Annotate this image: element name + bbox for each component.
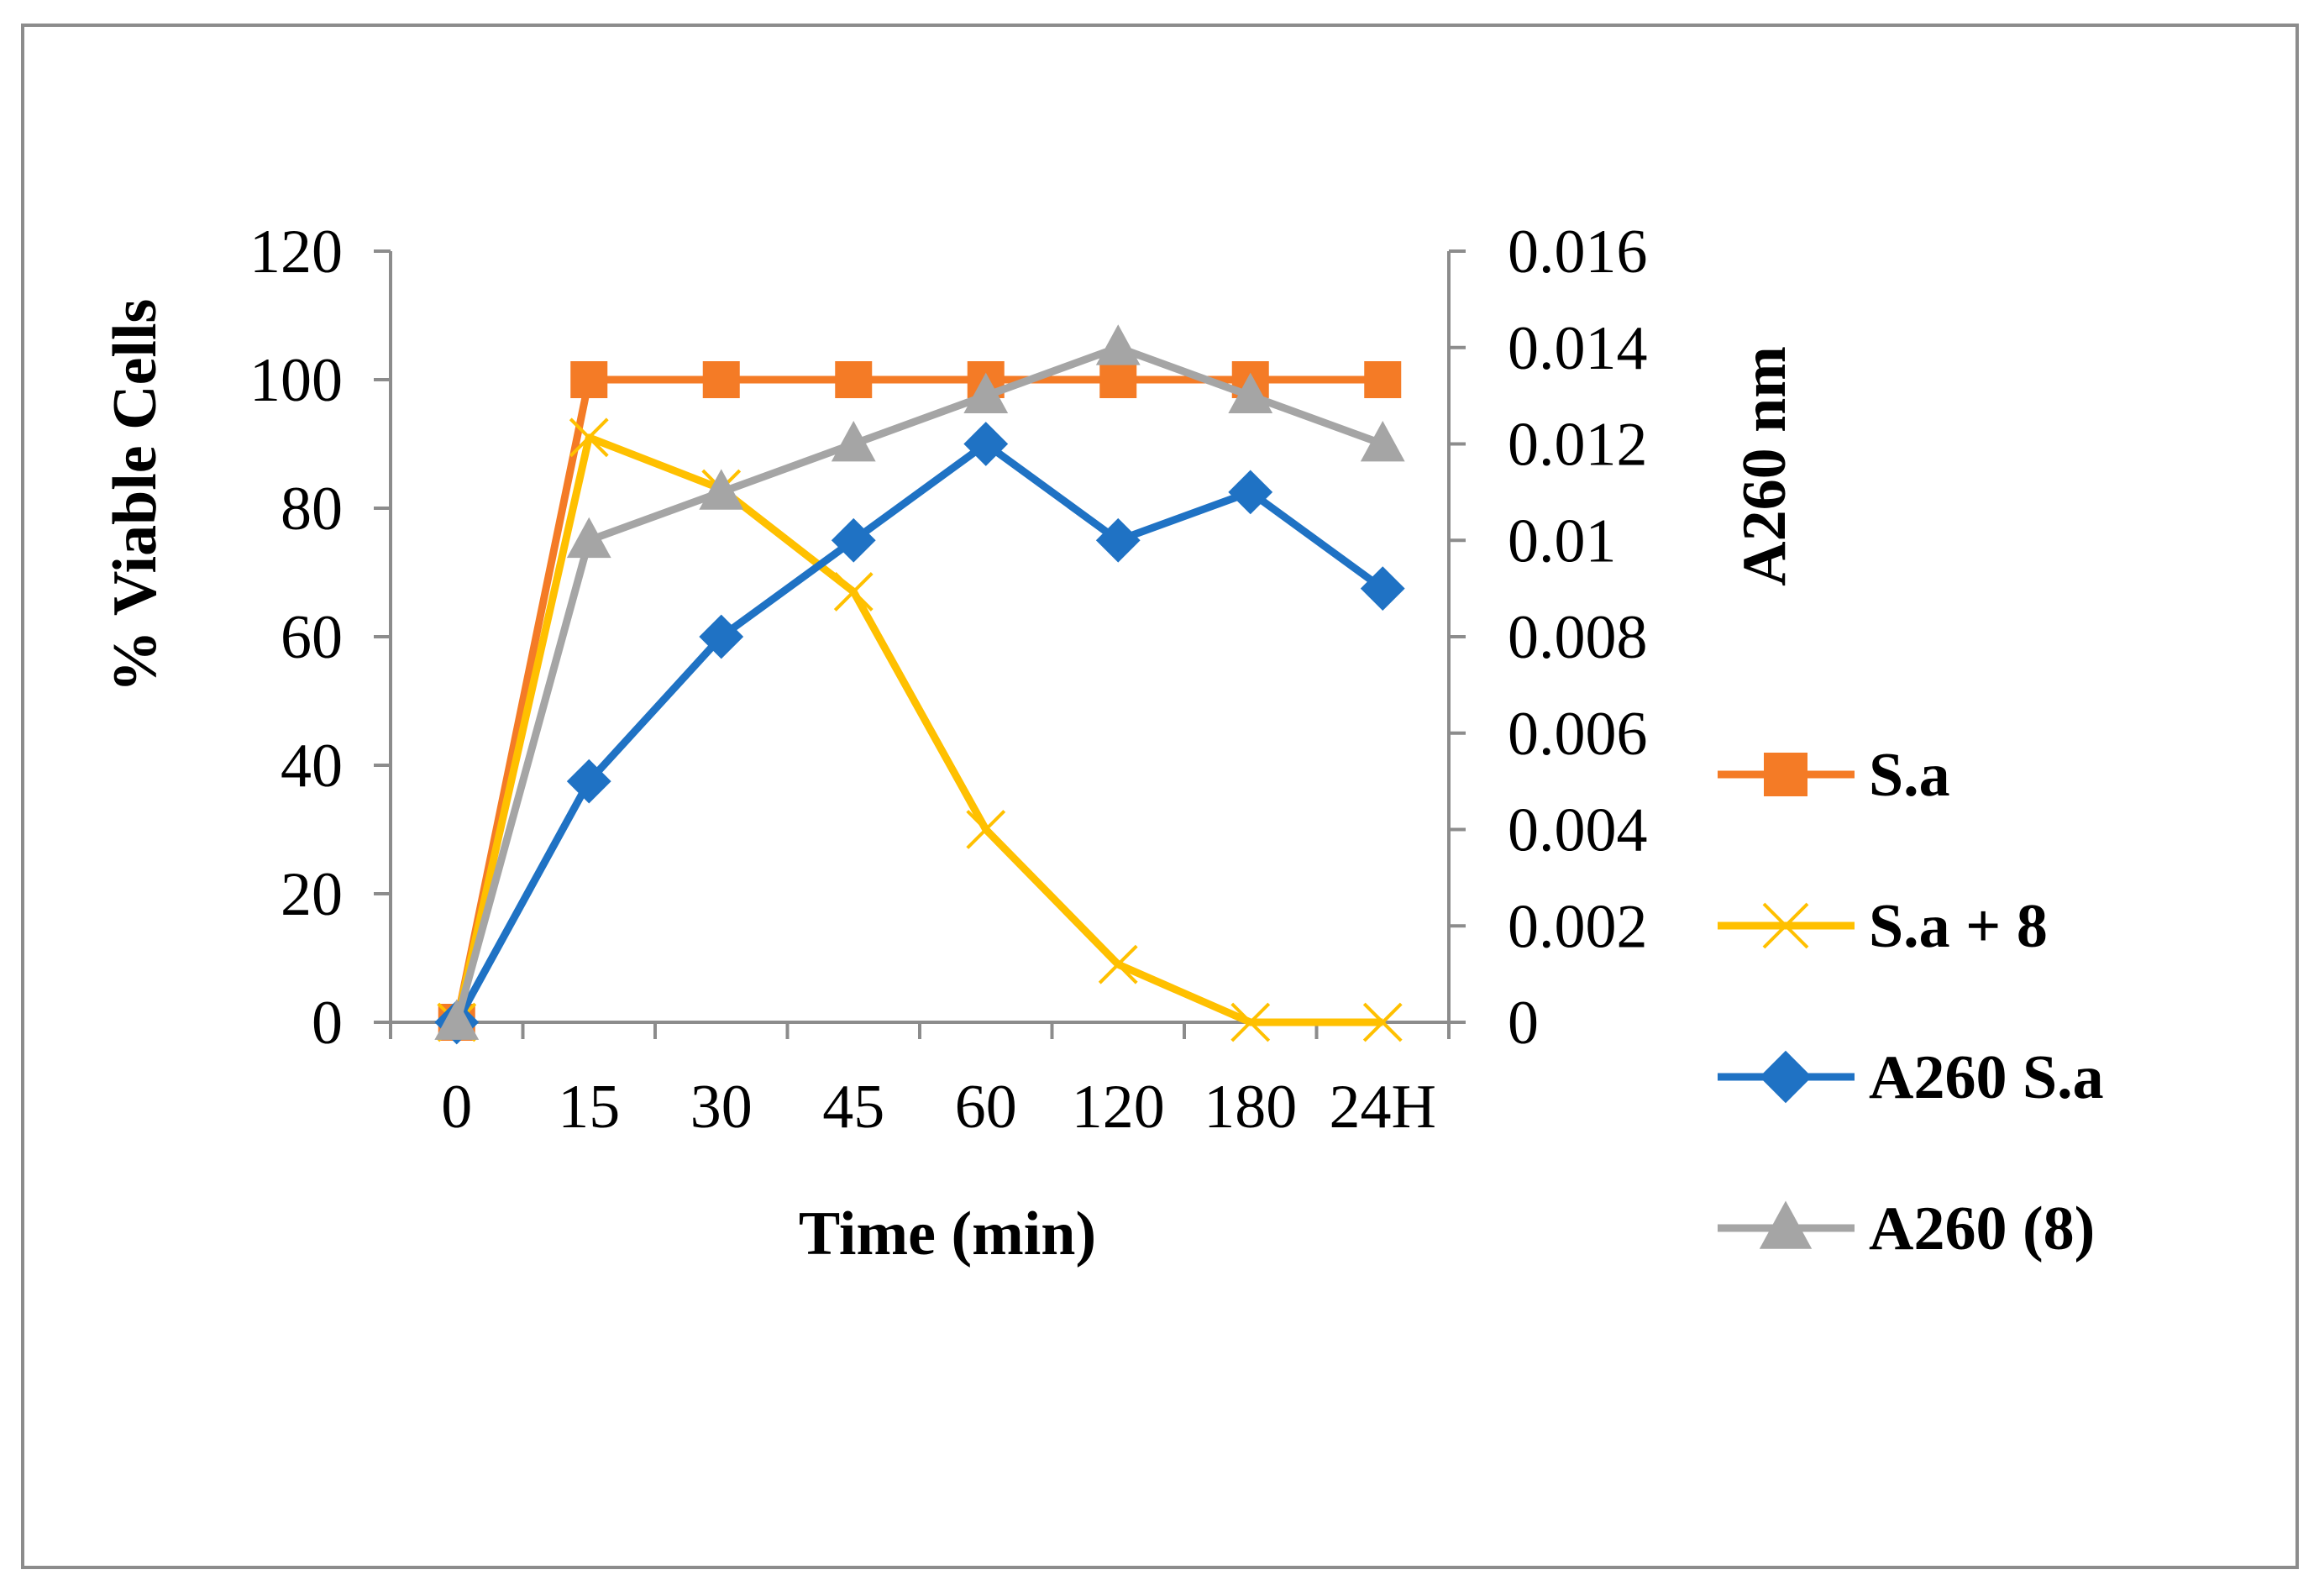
legend-label: A260 S.a: [1869, 1043, 2104, 1112]
legend-marker: [1759, 1200, 1813, 1249]
legend-marker: [1759, 1050, 1813, 1104]
x-tick-label: 0: [441, 1073, 472, 1142]
series-line: [453, 375, 1383, 1023]
x-ticks: 0 15 30 45 60 120 180 24H: [389, 1022, 1451, 1142]
x-tick-label: 180: [1204, 1073, 1297, 1142]
legend-marker-stroke: [1762, 902, 1809, 949]
data-point-marker-stroke: [833, 572, 874, 612]
legend: S.a S.a + 8 A260 S.a A260 (8): [1718, 741, 2104, 1263]
legend-item: A260 (8): [1718, 1194, 2095, 1263]
data-point-marker: [1360, 566, 1405, 612]
x-tick-label: 30: [690, 1073, 753, 1142]
data-point-marker: [963, 372, 1009, 414]
x-tick-label: 45: [822, 1073, 884, 1142]
data-point-marker: [569, 417, 609, 458]
left-y-tick-label: 60: [281, 603, 343, 672]
data-point-marker-stroke: [1098, 944, 1138, 984]
legend-item: S.a: [1718, 741, 1950, 810]
left-y-tick-label: 120: [249, 218, 343, 286]
data-point-marker: [831, 421, 876, 462]
chart-border: [21, 24, 2299, 1569]
legend-item: A260 S.a: [1718, 1043, 2104, 1112]
legend-label: S.a + 8: [1869, 892, 2048, 961]
legend-marker: [1764, 753, 1807, 796]
legend-label: S.a: [1869, 741, 1950, 810]
data-point-marker: [1228, 470, 1273, 515]
data-point-marker: [833, 572, 874, 612]
x-axis-title: Time (min): [799, 1200, 1096, 1268]
x-tick-label: 15: [558, 1073, 620, 1142]
data-point-marker: [1362, 1002, 1403, 1042]
data-point-marker: [570, 361, 608, 398]
data-point-marker-stroke: [569, 417, 609, 458]
data-point-marker: [1098, 944, 1138, 984]
series-line: [453, 344, 1384, 1024]
legend-marker: [1762, 902, 1809, 949]
data-point-marker: [1095, 324, 1141, 365]
legend-item: S.a + 8: [1718, 892, 2048, 961]
data-point-marker-stroke: [1230, 1002, 1271, 1042]
left-y-tick-label: 20: [281, 860, 343, 929]
legend-label: A260 (8): [1869, 1194, 2095, 1263]
data-point-marker: [699, 614, 744, 659]
data-point-marker: [1099, 361, 1137, 398]
data-point-marker: [566, 759, 611, 804]
series-layer: [434, 324, 1405, 1045]
right-y-ticks: 0 0.002 0.004 0.006 0.008 0.01 0.012 0.014 0.016: [1449, 218, 1648, 1058]
data-point-marker: [966, 810, 1006, 849]
left-y-tick-label: 40: [281, 732, 343, 801]
data-point-marker: [963, 422, 1009, 466]
right-y-tick-label: 0.008: [1508, 603, 1648, 672]
data-point-marker: [1095, 517, 1141, 563]
left-y-ticks: 0 20 40 60 80 100 120: [249, 218, 391, 1058]
series-2: [434, 422, 1405, 1045]
left-y-tick-label: 80: [281, 475, 343, 543]
data-point-marker: [566, 517, 611, 559]
right-y-tick-label: 0.004: [1508, 796, 1648, 865]
x-tick-label: 24H: [1330, 1073, 1436, 1142]
data-point-marker-stroke: [966, 810, 1006, 849]
left-y-axis-title: % Viable Cells: [101, 299, 170, 693]
right-y-tick-label: 0.006: [1508, 700, 1648, 769]
data-point-marker: [1228, 372, 1273, 414]
series-line: [453, 433, 1383, 1026]
right-y-tick-label: 0.002: [1508, 892, 1648, 961]
x-tick-label: 120: [1072, 1073, 1165, 1142]
data-point-marker: [699, 469, 744, 510]
right-y-tick-label: 0.012: [1508, 411, 1648, 480]
left-y-tick-label: 0: [312, 989, 343, 1058]
data-point-marker: [1360, 421, 1405, 462]
series-3: [434, 324, 1405, 1040]
right-y-tick-label: 0.01: [1508, 507, 1617, 575]
left-y-tick-label: 100: [249, 346, 343, 415]
series-line: [453, 440, 1385, 1025]
data-point-marker: [434, 999, 480, 1040]
right-y-tick-label: 0.016: [1508, 218, 1648, 286]
right-y-tick-label: 0: [1508, 989, 1539, 1058]
data-point-marker: [835, 361, 873, 398]
data-point-marker: [831, 517, 876, 563]
data-point-marker: [1230, 1002, 1271, 1042]
data-point-marker-stroke: [1362, 1002, 1403, 1042]
right-y-axis-title: A260 nm: [1730, 346, 1799, 586]
data-point-marker: [1364, 361, 1402, 398]
data-point-marker: [702, 361, 740, 398]
x-tick-label: 60: [955, 1073, 1017, 1142]
right-y-tick-label: 0.014: [1508, 314, 1648, 383]
